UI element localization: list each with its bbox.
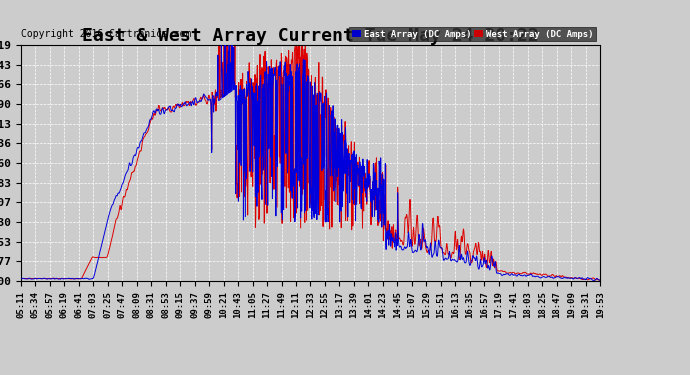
Title: East & West Array Current Tue May 24 20:22: East & West Array Current Tue May 24 20:… [82, 27, 539, 45]
Legend: East Array (DC Amps), West Array (DC Amps): East Array (DC Amps), West Array (DC Amp… [349, 27, 595, 42]
Text: Copyright 2016 Cartronics.com: Copyright 2016 Cartronics.com [21, 29, 192, 39]
